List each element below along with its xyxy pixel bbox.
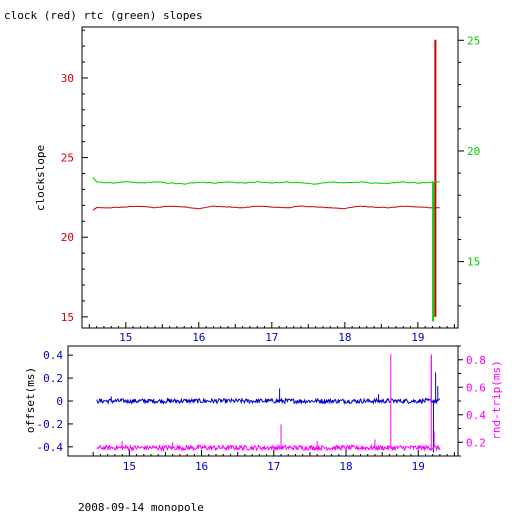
top-panel: clockslope 15 16 17 18 19 15 20 25 30 15 20 25 (34, 26, 480, 344)
top-y-tick-label: 15 (61, 311, 74, 324)
clock-slope-line (93, 205, 440, 211)
bottom-y-tick-label: 0.2 (43, 372, 63, 385)
bottom-plot-area (96, 354, 441, 453)
footer-caption: 2008-09-14 monopole (78, 501, 204, 512)
top-y-axis-label: clockslope (34, 145, 47, 211)
offset-line (96, 397, 441, 405)
top-y2-tick-label: 15 (467, 256, 480, 269)
top-right-y-axis: 15 20 25 (458, 34, 480, 307)
bottom-x-tick-label: 16 (195, 460, 208, 473)
bottom-y-tick-label: 0.4 (43, 349, 63, 362)
top-y-tick-label: 20 (61, 231, 74, 244)
top-left-y-axis: 15 20 25 30 (61, 29, 88, 324)
top-x-tick-label: 19 (411, 331, 424, 344)
bottom-y-tick-label: -0.4 (37, 441, 64, 454)
top-panel-frame (81, 26, 459, 329)
bottom-x-tick-label: 15 (123, 460, 136, 473)
bottom-left-y-axis: -0.4 -0.2 0 0.2 0.4 (37, 349, 73, 454)
top-y2-tick-label: 20 (467, 145, 480, 158)
top-x-tick-label: 16 (192, 331, 205, 344)
rtc-slope-line (92, 177, 440, 185)
top-x-tick-label: 15 (119, 331, 132, 344)
bottom-y2-tick-label: 0.2 (466, 436, 486, 449)
top-y-tick-label: 30 (61, 72, 74, 85)
top-y-tick-label: 25 (61, 152, 74, 165)
bottom-x-axis: 15 16 17 18 19 (92, 450, 455, 473)
top-x-tick-label: 18 (338, 331, 351, 344)
bottom-y-axis-label: offset(ms) (24, 367, 37, 433)
page-title: clock (red) rtc (green) slopes (4, 9, 203, 22)
top-x-tick-label: 17 (265, 331, 278, 344)
bottom-y-tick-label: -0.2 (37, 418, 64, 431)
top-y2-tick-label: 25 (467, 34, 480, 47)
top-plot-area (92, 39, 440, 322)
bottom-panel: offset(ms) rnd-trip(ms) 15 16 17 18 19 -0.4-… (24, 345, 503, 473)
bottom-y2-tick-label: 0.4 (466, 409, 486, 422)
bottom-y2-axis-label: rnd-trip(ms) (490, 360, 503, 439)
bottom-x-tick-label: 19 (412, 460, 425, 473)
bottom-y2-tick-label: 0.6 (466, 381, 486, 394)
bottom-x-tick-label: 17 (267, 460, 280, 473)
top-x-axis: 15 16 17 18 19 (88, 322, 455, 344)
bottom-x-tick-label: 18 (339, 460, 352, 473)
bottom-y-tick-label: 0 (56, 395, 63, 408)
bottom-right-y-axis: 0.2 0.4 0.6 0.8 (458, 345, 486, 457)
bottom-y2-tick-label: 0.8 (466, 354, 486, 367)
rnd-trip-line (96, 443, 441, 452)
